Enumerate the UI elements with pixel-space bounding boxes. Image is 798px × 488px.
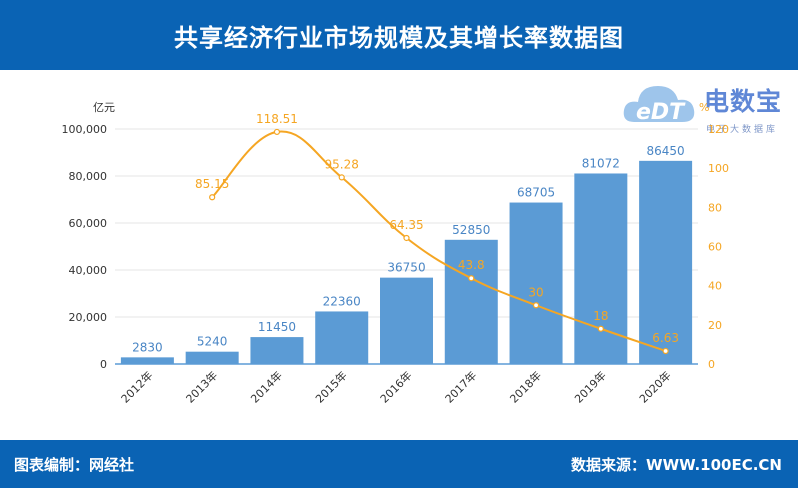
bar	[185, 351, 239, 364]
x-tick-label: 2012年	[118, 368, 155, 405]
y-right-tick-label: 100	[708, 162, 729, 175]
line-value-label: 85.15	[195, 177, 229, 191]
line-value-label: 43.8	[458, 258, 485, 272]
bar-value-label: 52850	[452, 223, 490, 237]
line-point	[338, 174, 345, 181]
y-right-tick-label: 0	[708, 358, 715, 371]
bar-value-label: 36750	[387, 261, 425, 275]
bar	[509, 202, 563, 364]
line-value-label: 95.28	[325, 157, 359, 171]
x-tick-label: 2018年	[507, 368, 544, 405]
line-value-label: 6.63	[652, 331, 679, 345]
y-right-tick-label: 120	[708, 123, 729, 136]
editor-credit: 图表编制：网经社	[14, 456, 135, 474]
line-value-label: 18	[593, 309, 608, 323]
x-tick-label: 2014年	[248, 368, 285, 405]
x-tick-label: 2013年	[183, 368, 220, 405]
bar	[444, 239, 498, 364]
y-left-tick-label: 80,000	[69, 170, 108, 183]
line-point	[468, 275, 475, 282]
y-right-tick-label: 60	[708, 241, 722, 254]
x-tick-label: 2019年	[571, 368, 608, 405]
y-left-tick-label: 60,000	[69, 217, 108, 230]
logo-main-text: 电数宝	[704, 87, 783, 116]
bar-value-label: 11450	[258, 320, 296, 334]
bar-value-label: 81072	[582, 156, 620, 170]
bar	[380, 277, 433, 364]
svg-text:eDT: eDT	[636, 100, 686, 125]
footer-bar: 图表编制：网经社 数据来源：WWW.100EC.CN	[0, 440, 798, 488]
chart-area: 100,000 80,000 60,000 40,000 20,000 0 120 100 80…	[62, 101, 730, 406]
line-point	[597, 325, 604, 332]
line-point	[273, 128, 281, 136]
chart-title: 共享经济行业市场规模及其增长率数据图	[174, 23, 624, 52]
line-point	[662, 347, 669, 355]
x-tick-label: 2020年	[636, 368, 673, 405]
line-point	[532, 302, 540, 309]
bar-value-label: 5240	[197, 335, 228, 349]
bar	[574, 173, 628, 364]
cloud-logo-icon: eDT	[623, 86, 695, 125]
y-right-unit: %	[699, 101, 709, 114]
y-left-tick-label: 100,000	[62, 123, 108, 136]
y-right-tick-label: 40	[708, 280, 722, 293]
header-bar: 共享经济行业市场规模及其增长率数据图	[0, 0, 798, 70]
bar	[250, 337, 304, 364]
bar-value-label: 2830	[132, 340, 163, 354]
line-point	[403, 234, 410, 242]
bar	[120, 357, 174, 364]
y-right-tick-label: 20	[708, 319, 722, 332]
line-point	[209, 194, 216, 201]
bar-value-label: 86450	[647, 144, 685, 158]
y-left-tick-label: 40,000	[69, 264, 108, 277]
y-left-unit: 亿元	[93, 101, 115, 114]
line-value-label: 118.51	[256, 112, 298, 126]
bar-value-label: 68705	[517, 186, 555, 200]
x-tick-label: 2015年	[312, 368, 349, 405]
data-source: 数据来源：WWW.100EC.CN	[571, 456, 782, 474]
logo-sub-text: 电子大数据库	[706, 125, 779, 135]
bar	[639, 160, 693, 364]
y-left-tick-label: 20,000	[69, 311, 108, 324]
y-right-tick-label: 80	[708, 201, 722, 214]
bar-value-label: 22360	[323, 294, 361, 308]
bar	[315, 311, 369, 364]
logo: eDT 电数宝 电子大数据库	[620, 72, 798, 142]
line-value-label: 30	[528, 285, 543, 299]
y-left-tick-label: 0	[100, 358, 107, 371]
line-value-label: 64.35	[389, 218, 423, 232]
x-tick-label: 2017年	[442, 368, 479, 405]
x-tick-label: 2016年	[377, 368, 414, 405]
